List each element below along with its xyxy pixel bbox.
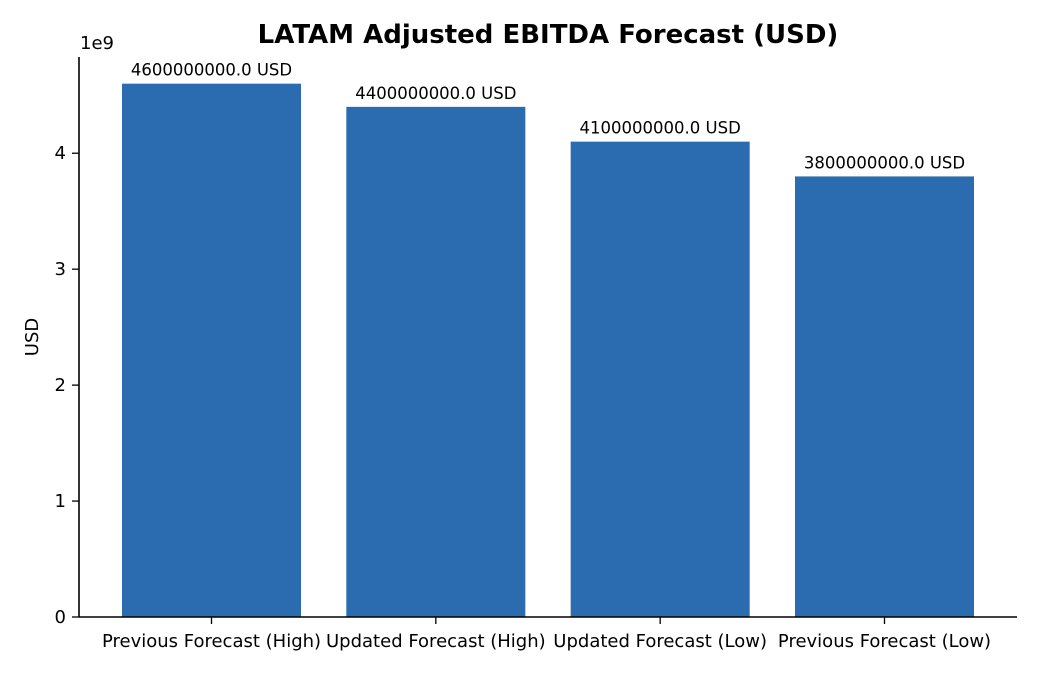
data-labels-group: 4600000000.0 USD 4400000000.0 USD 41000000…	[131, 61, 965, 173]
y-tick-label: 4	[55, 143, 66, 164]
bar-value-label: 4600000000.0 USD	[131, 61, 292, 80]
x-tick-label: Previous Forecast (High)	[102, 631, 321, 652]
x-tick-label: Updated Forecast (Low)	[553, 631, 767, 652]
bar	[346, 106, 526, 618]
bar	[122, 83, 301, 618]
y-tick-label: 1	[55, 491, 66, 512]
bar	[570, 141, 750, 617]
y-axis-label: USD	[22, 318, 43, 356]
y-tick-label: 2	[55, 375, 66, 396]
y-axis-ticks: 0 1 2 3 4	[55, 143, 79, 628]
y-tick-label: 0	[55, 607, 66, 628]
bar-value-label: 3800000000.0 USD	[804, 153, 965, 172]
bar-value-label: 4100000000.0 USD	[580, 119, 741, 138]
bars-group	[122, 83, 974, 618]
y-tick-label: 3	[55, 259, 66, 280]
y-axis-offset-label: 1e9	[80, 33, 114, 54]
chart-title: LATAM Adjusted EBITDA Forecast (USD)	[258, 20, 839, 50]
bar-value-label: 4400000000.0 USD	[355, 84, 516, 103]
x-tick-label: Previous Forecast (Low)	[778, 631, 991, 652]
x-tick-label: Updated Forecast (High)	[326, 631, 546, 652]
x-axis-ticks: Previous Forecast (High) Updated Forecast…	[102, 617, 991, 652]
bar	[795, 176, 974, 618]
